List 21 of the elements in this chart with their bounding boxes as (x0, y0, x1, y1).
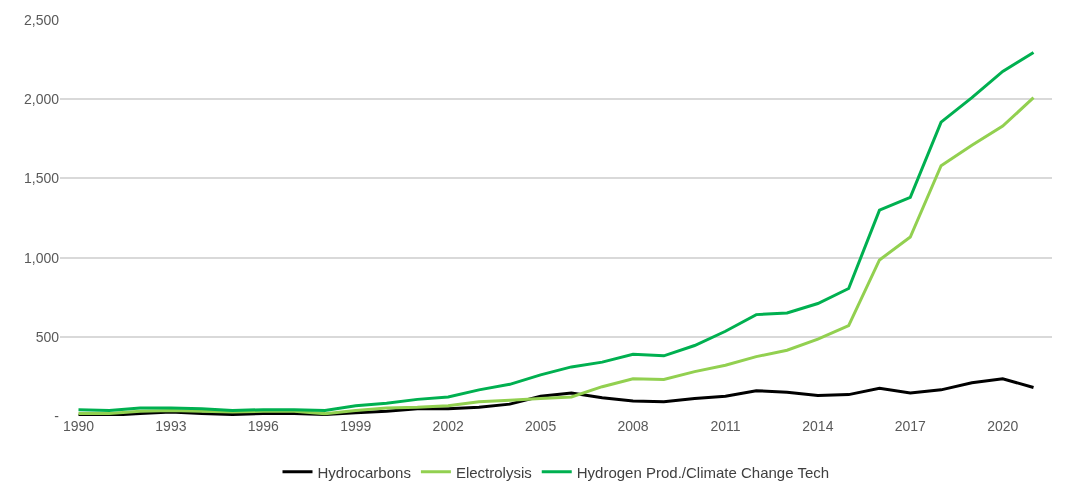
y-tick-label: 1,000 (23, 249, 60, 266)
x-tick-label: 1993 (155, 418, 187, 434)
x-tick-label: 2005 (525, 418, 557, 434)
x-tick-label: 2002 (432, 418, 464, 434)
y-tick-label: 1,500 (23, 170, 60, 187)
x-tick-label: 2008 (617, 418, 649, 434)
x-tick-label: 1999 (340, 418, 372, 434)
y-tick-label: 500 (35, 328, 60, 345)
x-tick-label: 2011 (710, 418, 741, 434)
legend-label: Hydrocarbons (317, 463, 411, 481)
x-tick-label: 2014 (802, 418, 834, 434)
y-tick-label: - (54, 407, 60, 424)
x-tick-label: 1990 (62, 418, 95, 434)
line-series (76, 377, 1036, 416)
x-tick-label: 2020 (987, 418, 1019, 434)
y-tick-label: 2,000 (23, 91, 60, 108)
x-tick-label: 1996 (247, 418, 280, 434)
x-tick-label: 2017 (894, 418, 927, 434)
y-tick-label: 2,500 (23, 11, 60, 28)
legend-label: Electrolysis (455, 463, 532, 481)
legend-label: Hydrogen Prod./Climate Change Tech (576, 463, 830, 481)
